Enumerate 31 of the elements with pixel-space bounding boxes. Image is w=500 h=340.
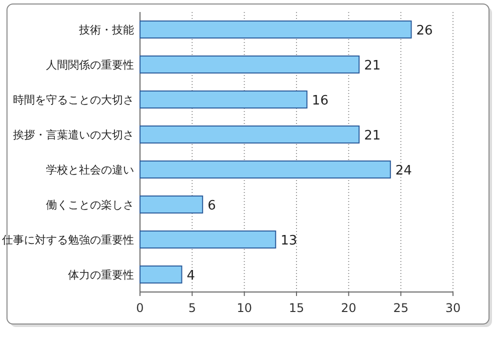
data-label: 13	[280, 234, 298, 248]
bar	[140, 90, 308, 108]
bar	[140, 230, 276, 248]
bar	[140, 56, 360, 74]
data-label: 26	[416, 24, 433, 38]
bar	[140, 20, 412, 38]
bar	[140, 126, 360, 144]
y-tick-label: 挨拶・言葉遣いの大切さ	[13, 128, 134, 142]
data-label: 4	[186, 268, 196, 284]
y-tick-label: 技術・技能	[78, 24, 134, 36]
y-tick-label: 学校と社会の違い	[46, 164, 134, 176]
y-tick-label: 仕事に対する勉強の重要性	[2, 234, 134, 246]
x-tick-label: 15	[288, 301, 304, 315]
bar	[140, 160, 391, 178]
y-tick-label: 時間を守ることの大切さ	[13, 94, 134, 106]
x-tick-label: 10	[236, 301, 252, 315]
x-tick-label: 0	[136, 301, 144, 315]
data-label: 16	[312, 94, 328, 108]
x-tick-label: 5	[188, 301, 196, 315]
data-label: 21	[364, 58, 381, 74]
x-tick-label: 25	[393, 301, 408, 315]
data-label: 6	[208, 198, 216, 214]
y-tick-label: 体力の重要性	[68, 268, 134, 282]
x-tick-label: 20	[341, 301, 356, 315]
x-tick-label: 30	[445, 301, 461, 315]
y-tick-label: 働くことの楽しさ	[46, 198, 134, 212]
data-label: 24	[395, 164, 412, 178]
bar	[140, 196, 204, 214]
y-tick-label: 人間関係の重要性	[46, 58, 134, 72]
bar	[140, 266, 182, 284]
data-label: 21	[364, 128, 381, 144]
